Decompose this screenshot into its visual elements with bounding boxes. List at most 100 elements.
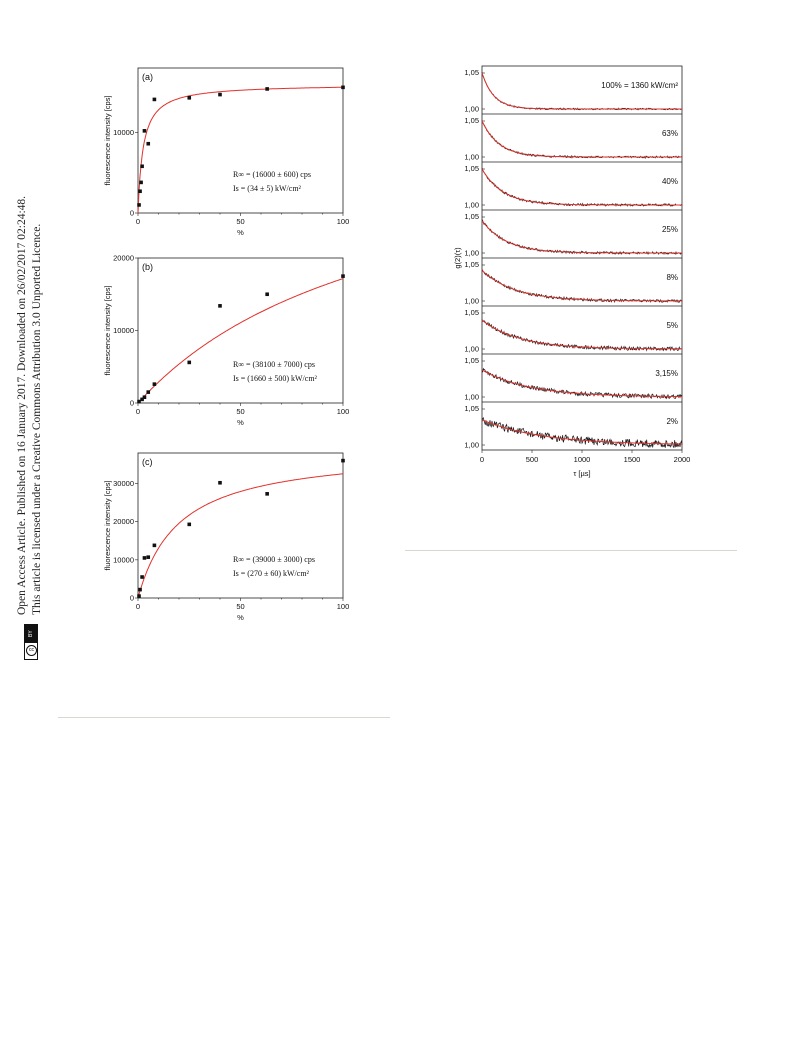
g2-data-trace [481,219,682,256]
y-tick-label: 20000 [113,517,134,526]
fit-curve [137,86,343,214]
annotation-is: Is = (1660 ± 500) kW/cm² [233,374,318,383]
data-point [140,164,144,169]
g2-ytick-label: 1,05 [464,212,479,221]
cc-by-badge[interactable]: cc BY [24,624,38,660]
data-point [265,87,269,91]
panel-letter: (a) [142,72,153,82]
y-tick-label: 0 [130,399,134,408]
g2-series-label: 25% [662,225,678,234]
g2-ytick-label: 1,00 [464,249,479,258]
x-tick-label: 100 [337,407,350,416]
g2-fit-curve [481,120,682,158]
annotation-rinf: R∞ = (38100 ± 7000) cps [233,360,315,369]
g2-ytick-label: 1,05 [464,404,479,413]
g2-x-tick-label: 500 [526,455,539,464]
data-point [138,189,142,194]
y-tick-label: 20000 [113,254,134,263]
data-point [139,180,143,185]
data-point [142,556,147,560]
x-tick-label: 100 [337,602,350,611]
cc-icon: cc [26,645,37,656]
licence-line[interactable]: This article is licensed under a Creativ… [31,223,43,615]
g2-x-tick-label: 2000 [674,455,691,464]
data-point [146,555,151,559]
data-point [341,274,345,278]
data-point [152,543,157,548]
g2-ytick-label: 1,00 [464,153,479,162]
g2-series-label: 5% [666,321,678,330]
y-tick-label: 0 [130,209,134,218]
x-tick-label: 50 [236,407,244,416]
data-point [137,203,141,207]
data-point [152,382,157,386]
g2-ytick-label: 1,00 [464,441,479,450]
data-point [146,141,151,146]
x-tick-label: 0 [136,407,140,416]
g2-ytick-label: 1,05 [464,260,479,269]
figure-g2-correlation: 1,00 1,05 100% = 1360 kW/cm² 1,00 1,05 63% 1,0… [453,65,691,478]
panel-letter: (c) [142,457,153,467]
data-point [138,587,142,592]
data-point [218,480,222,485]
data-point [142,395,147,399]
g2-ytick-label: 1,05 [464,68,479,77]
g2-series-label: 63% [662,129,678,138]
g2-y-axis-label: g(2)(τ) [453,247,462,269]
g2-data-trace [481,72,683,111]
cc-text: cc [29,647,34,653]
g2-ytick-label: 1,05 [464,308,479,317]
figure-saturation-b: 0 50 100 0 10000 20000% fluorescence intensity… [103,254,350,428]
annotation-is: Is = (34 ± 5) kW/cm² [233,184,302,193]
data-point [341,458,345,463]
x-tick-label: 0 [136,602,140,611]
g2-fit-curve [481,319,683,350]
g2-series-label: 2% [666,417,678,426]
g2-ytick-label: 1,00 [464,393,479,402]
data-point [152,97,157,102]
data-point [218,92,222,97]
g2-fit-curve [481,220,682,254]
data-point [140,575,144,579]
g2-series-label: 8% [666,273,678,282]
data-point [187,360,192,365]
g2-series-label: 40% [662,177,678,186]
data-point [137,594,141,598]
data-point [142,129,147,133]
y-tick-label: 30000 [113,479,134,488]
right-column-rule [405,550,737,551]
figure-saturation-a: 0 50 100 0 10000% fluorescence intensity [cps… [103,67,349,237]
annotation-rinf: R∞ = (16000 ± 600) cps [233,170,311,179]
g2-data-trace [481,167,683,207]
data-point [137,399,141,404]
g2-ytick-label: 1,05 [464,164,479,173]
g2-ytick-label: 1,00 [464,345,479,354]
g2-x-tick-label: 1500 [624,455,641,464]
panel-letter: (b) [142,262,153,272]
data-point [187,96,192,100]
y-tick-label: 10000 [113,128,134,137]
data-point [146,390,151,394]
y-axis-label: fluorescence intensity [cps] [103,95,112,185]
g2-data-trace [481,319,683,352]
figure-saturation-c: 0 50 100 0 10000 20000 30000% fluorescence inte… [103,452,350,622]
g2-x-tick-label: 1000 [574,455,591,464]
data-point [140,397,144,402]
data-point [218,304,222,308]
g2-series-label: 3,15% [655,369,678,378]
g2-fit-curve [481,369,682,398]
annotation-is: Is = (270 ± 60) kW/cm² [233,569,310,578]
data-point [265,492,269,496]
data-point [341,85,345,90]
g2-fit-curve [481,168,682,206]
g2-ytick-label: 1,00 [464,297,479,306]
g2-ytick-label: 1,00 [464,105,479,114]
y-tick-label: 0 [130,594,134,603]
x-tick-label: 50 [236,602,244,611]
published-line: Open Access Article. Published on 16 Jan… [16,195,28,615]
g2-data-trace [481,269,683,303]
data-point [187,522,192,527]
x-axis-label: % [237,418,244,427]
g2-series-label: 100% = 1360 kW/cm² [601,81,678,90]
data-point [265,292,269,297]
